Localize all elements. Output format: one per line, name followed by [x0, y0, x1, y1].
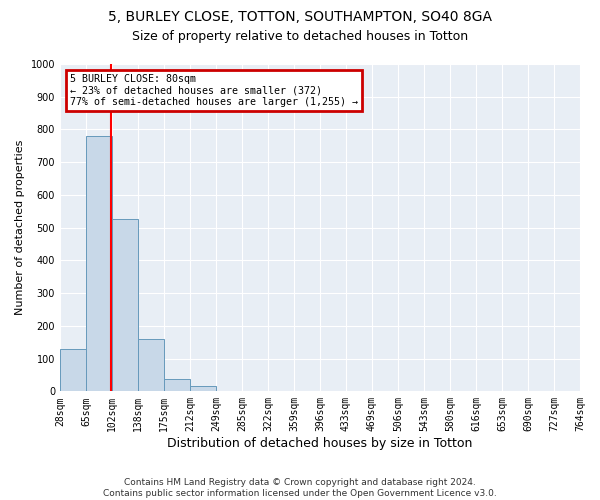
Bar [60, 349, 86, 392]
Text: 5 BURLEY CLOSE: 80sqm
← 23% of detached houses are smaller (372)
77% of semi-det: 5 BURLEY CLOSE: 80sqm ← 23% of detached … [70, 74, 358, 107]
Bar [112, 220, 138, 392]
Bar [164, 379, 190, 392]
Bar [86, 136, 112, 392]
Bar [190, 386, 216, 392]
Text: Contains HM Land Registry data © Crown copyright and database right 2024.
Contai: Contains HM Land Registry data © Crown c… [103, 478, 497, 498]
Bar [138, 339, 164, 392]
Text: 5, BURLEY CLOSE, TOTTON, SOUTHAMPTON, SO40 8GA: 5, BURLEY CLOSE, TOTTON, SOUTHAMPTON, SO… [108, 10, 492, 24]
Y-axis label: Number of detached properties: Number of detached properties [15, 140, 25, 316]
Text: Size of property relative to detached houses in Totton: Size of property relative to detached ho… [132, 30, 468, 43]
X-axis label: Distribution of detached houses by size in Totton: Distribution of detached houses by size … [167, 437, 473, 450]
